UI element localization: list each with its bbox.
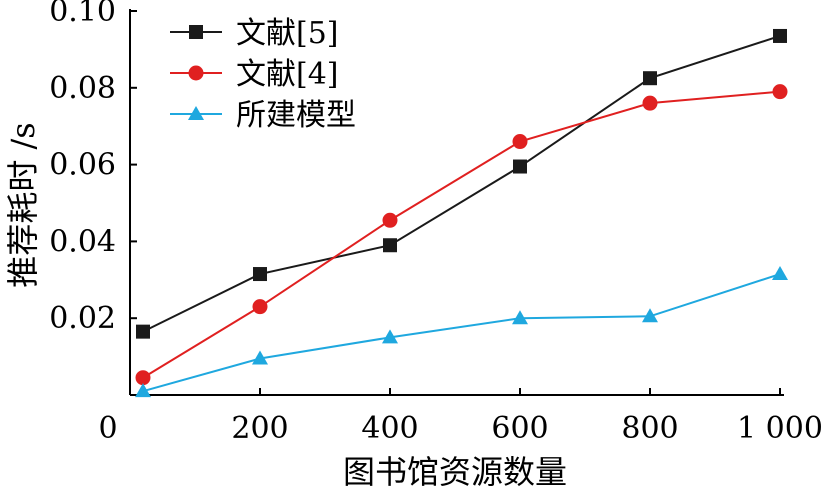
y-axis-title: 推荐耗时 /s: [4, 122, 42, 287]
data-point: [512, 134, 528, 150]
legend-label: 所建模型: [236, 98, 356, 133]
series-1: [136, 28, 787, 339]
y-tick-label: 0.10: [49, 0, 116, 29]
series-line: [142, 90, 781, 379]
y-tick-label: 0.04: [49, 224, 116, 259]
x-tick-label: 1 000: [737, 411, 821, 446]
axes: 0 200 400 600 800 1 000 0.02 0.04 0.06 0.08 0.10: [49, 0, 821, 446]
data-point: [382, 329, 398, 344]
legend-item: 文献[4]: [170, 57, 339, 92]
x-tick-label: 200: [231, 411, 288, 446]
data-point: [253, 267, 267, 282]
data-point: [383, 238, 397, 253]
legend-marker: [188, 65, 204, 81]
data-point: [136, 324, 150, 339]
data-point: [643, 71, 657, 86]
x-tick-label: 800: [621, 411, 678, 446]
data-point: [772, 84, 788, 100]
series-line: [142, 35, 781, 333]
x-tick-label: 0: [98, 411, 117, 446]
series-3: [135, 266, 788, 398]
data-point: [512, 310, 528, 325]
data-point: [513, 159, 527, 174]
series-layer: [135, 28, 788, 398]
data-point: [252, 299, 268, 315]
x-tick-label: 600: [491, 411, 548, 446]
series-line: [142, 273, 781, 393]
x-axis-title: 图书馆资源数量: [343, 453, 567, 491]
legend-label: 文献[4]: [236, 57, 339, 92]
series-2: [135, 84, 788, 386]
data-point: [135, 383, 151, 398]
data-point: [135, 370, 151, 386]
legend: 文献[5] 文献[4] 所建模型: [170, 16, 356, 133]
data-point: [642, 95, 658, 111]
data-point: [382, 212, 398, 228]
y-tick-label: 0.06: [49, 148, 116, 183]
legend-label: 文献[5]: [236, 16, 339, 51]
y-tick-label: 0.02: [49, 301, 116, 336]
legend-item: 所建模型: [170, 98, 356, 133]
data-point: [773, 28, 787, 43]
data-point: [772, 266, 788, 281]
y-tick-label: 0.08: [49, 71, 116, 106]
data-point: [642, 308, 658, 323]
legend-item: 文献[5]: [170, 16, 339, 51]
data-point: [252, 350, 268, 365]
legend-marker: [189, 25, 203, 39]
x-tick-label: 400: [361, 411, 418, 446]
legend-marker: [188, 106, 204, 120]
